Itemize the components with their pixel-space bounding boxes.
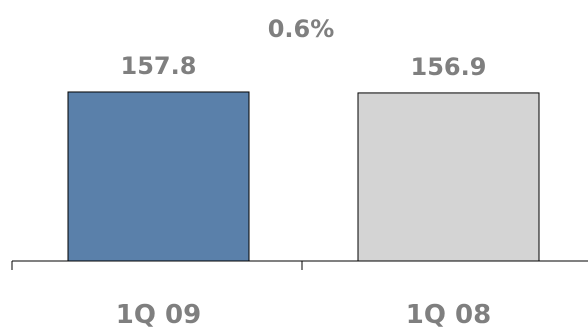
value-label-1: 156.9 <box>411 53 487 81</box>
bars-layer <box>67 91 540 262</box>
x-axis <box>11 260 588 270</box>
category-label-1: 1Q 08 <box>406 300 491 327</box>
value-label-0: 157.8 <box>121 52 197 80</box>
growth-annotation: 0.6% <box>268 15 335 43</box>
bar-0 <box>67 91 250 262</box>
category-label-0: 1Q 09 <box>116 300 201 327</box>
labels-layer: 157.8 1Q 09 156.9 1Q 08 <box>116 52 491 327</box>
bar-1 <box>357 92 540 262</box>
